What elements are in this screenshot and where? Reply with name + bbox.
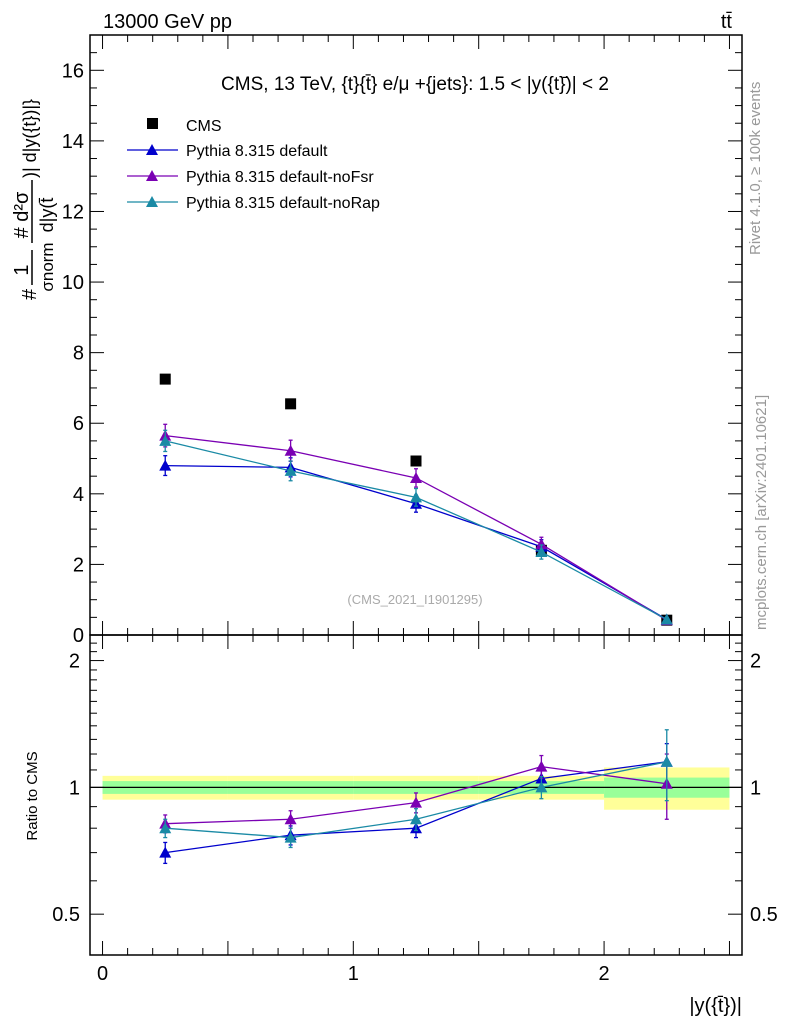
legend-label-cms: CMS [186, 118, 222, 135]
rivet-label: Rivet 4.1.0, ≥ 100k events [747, 82, 764, 255]
ratio-frame [89, 634, 743, 956]
ratio-ytick-label-left: 0.5 [52, 904, 80, 926]
main-point-pythia-8-315-default-nofsr [410, 471, 422, 483]
main-ylabel: # 1 σnorm # d²σ d|y(t̄ )| d|y({t})|} [11, 99, 57, 300]
ratio-ytick-label-left: 2 [69, 651, 80, 673]
main-point-pythia-8-315-default-nofsr [284, 444, 297, 456]
ratio-ytick-label-right: 1 [750, 777, 761, 799]
legend-marker-norap [146, 196, 158, 207]
ylabel-frac1-den: σnorm [38, 242, 57, 291]
cms-data-point [410, 455, 422, 467]
legend-label-default: Pythia 8.315 default [186, 143, 328, 160]
main-ytick-label: 8 [73, 343, 84, 365]
ratio-ytick-label-right: 2 [750, 651, 761, 673]
ratio-ytick-label-right: 0.5 [750, 904, 778, 926]
legend-marker-nofsr [146, 170, 158, 181]
main-plot-layer: 0 2 4 6 8 10 12 14 16 [62, 35, 742, 647]
xtick-label: 2 [599, 963, 610, 985]
main-ytick-label: 10 [62, 272, 84, 294]
main-ytick-label: 6 [73, 413, 84, 435]
ratio-plot-layer: 0.5 0.5 1 1 2 2 0 1 2 [52, 635, 778, 985]
main-point-pythia-8-315-default [159, 459, 172, 471]
main-title: CMS, 13 TeV, {t}{t̄} e/μ +{jets}: 1.5 < … [221, 74, 609, 95]
xtick-label: 1 [348, 963, 359, 985]
main-point-pythia-8-315-default-norap [660, 613, 673, 625]
ratio-point-pythia-8-315-default [159, 846, 172, 858]
ratio-point-pythia-8-315-default-nofsr [284, 813, 297, 825]
ylabel-frac2-den: d|y(t̄ [37, 197, 57, 232]
main-point-pythia-8-315-default-norap [159, 434, 172, 446]
main-ytick-label: 12 [62, 201, 84, 223]
legend-marker-default [146, 144, 158, 155]
main-ytick-label: 4 [73, 484, 84, 506]
main-point-pythia-8-315-default-norap [410, 491, 422, 503]
process-label: tt̄ [721, 11, 733, 33]
main-ytick-label: 16 [62, 60, 84, 82]
main-ytick-label: 0 [73, 625, 84, 647]
main-ytick-label: 2 [73, 554, 84, 576]
xtick-label: 0 [97, 963, 108, 985]
xlabel: |y({t̄})| [689, 995, 742, 1017]
ratio-point-pythia-8-315-default-nofsr [410, 796, 422, 808]
ratio-point-pythia-8-315-default-norap [410, 813, 422, 825]
ratio-point-pythia-8-315-default-nofsr [535, 760, 548, 772]
ratio-point-pythia-8-315-default-norap [535, 781, 548, 793]
energy-label: 13000 GeV pp [103, 11, 232, 33]
watermark: (CMS_2021_I1901295) [347, 592, 482, 607]
legend-label-norap: Pythia 8.315 default-noRap [186, 195, 380, 212]
main-ytick-label: 14 [62, 131, 84, 153]
ylabel-prefix: # [19, 288, 41, 300]
ratio-point-pythia-8-315-default-norap [284, 831, 297, 843]
main-point-pythia-8-315-default-norap [284, 464, 297, 476]
cms-data-point [159, 373, 171, 385]
legend-label-nofsr: Pythia 8.315 default-noFsr [186, 169, 374, 186]
ratio-ylabel: Ratio to CMS [24, 751, 41, 840]
ylabel-frac1-num: 1 [11, 264, 33, 275]
ratio-ytick-label-left: 1 [69, 777, 80, 799]
cms-data-point [285, 398, 297, 410]
ratio-point-pythia-8-315-default-norap [159, 822, 172, 834]
main-point-pythia-8-315-default-nofsr [535, 538, 548, 550]
ylabel-frac2-num: # d²σ [11, 191, 33, 238]
main-point-pythia-8-315-default-norap [535, 546, 548, 558]
ratio-point-pythia-8-315-default-norap [660, 755, 673, 767]
ylabel-suffix: )| d|y({t})|} [20, 99, 40, 178]
mcplots-label: mcplots.cern.ch [arXiv:2401.10621] [753, 395, 770, 630]
legend-marker-cms [147, 118, 158, 129]
legend: CMS Pythia 8.315 default Pythia 8.315 de… [127, 118, 380, 212]
